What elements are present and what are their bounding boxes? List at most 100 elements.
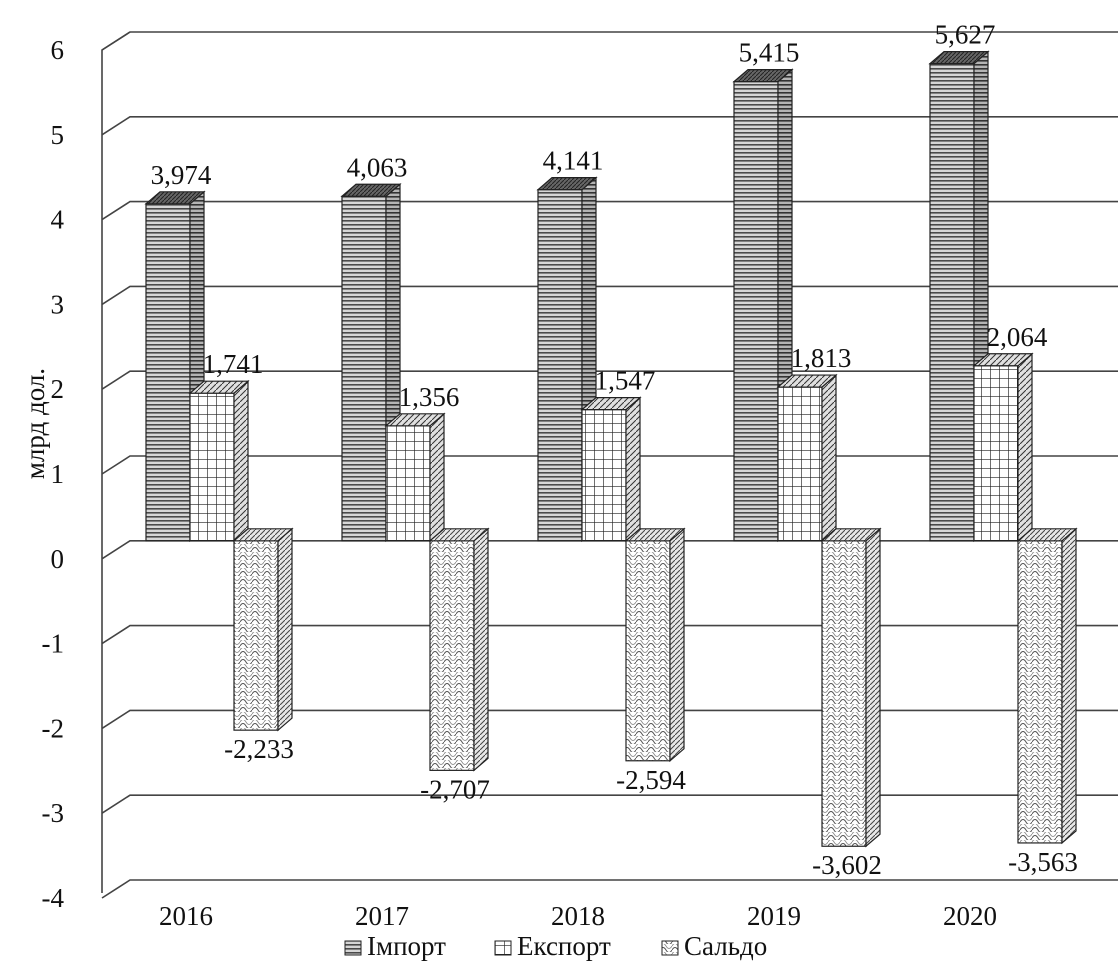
bar-export-2017 [384,412,446,543]
bar-front-balance-2018 [625,540,671,762]
y-tick-label: 2 [51,374,65,404]
bar-balance-2016 [232,527,294,732]
bar-top-balance-2016 [232,528,294,542]
x-tick-label: 2020 [943,901,997,931]
data-label-export-2016: 1,741 [203,349,264,379]
gridline [101,624,1118,645]
x-tick-label: 2017 [355,901,409,931]
bar-front-export-2017 [385,425,431,542]
bar-side-balance-2019 [865,527,881,848]
bar-top-balance-2017 [428,528,490,542]
y-axis-label: млрд дол. [20,368,50,479]
gridline [101,794,1118,814]
bar-top-export-2019 [776,374,838,388]
y-tick-label: 0 [51,544,65,574]
y-tick-label: -4 [42,883,65,913]
bar-front-import-2018 [537,189,583,542]
bars [144,50,1078,848]
bar-top-import-2018 [536,177,598,191]
legend-label: Експорт [517,931,611,961]
bar-export-2020 [972,352,1034,543]
bar-side-balance-2016 [277,527,293,732]
bar-balance-2017 [428,527,490,772]
grid-swatch-icon [494,940,512,956]
legend-item: Експорт [494,931,611,961]
bar-top-export-2018 [580,397,642,411]
bar-side-export-2019 [821,373,837,543]
axes: 6 5 4 3 2 1 0 -1 -2 -3 -4 млрд дол. 2016 2017 2018 2019… [20,31,997,931]
bar-top-import-2019 [732,69,794,83]
bar-top-export-2017 [384,413,446,427]
data-label-balance-2018: -2,594 [616,765,686,795]
left-wall-edge [101,31,131,893]
data-label-export-2018: 1,547 [595,366,656,396]
bar-top-export-2016 [188,380,250,394]
bar-front-export-2019 [777,386,823,542]
y-tick-label: 5 [51,120,65,150]
bar-export-2018 [580,396,642,543]
bar-side-balance-2017 [473,527,489,772]
bar-front-import-2016 [145,203,191,542]
wave-swatch-icon [661,940,679,956]
y-tick-label: 4 [51,205,65,235]
data-label-export-2020: 2,064 [987,322,1048,352]
data-label-balance-2017: -2,707 [420,774,490,804]
bar-top-balance-2018 [624,528,686,542]
legend-label: Сальдо [684,931,767,961]
bar-balance-2020 [1016,527,1078,845]
bar-front-import-2020 [929,63,975,542]
bar-side-export-2020 [1017,352,1033,543]
data-label-import-2020: 5,627 [935,20,996,50]
bar-side-balance-2020 [1061,527,1077,845]
bar-front-balance-2020 [1017,540,1063,844]
horizontal-lines-swatch-icon [344,940,362,956]
bar-front-import-2017 [341,195,387,542]
bar-balance-2019 [820,527,882,848]
data-label-balance-2019: -3,602 [812,850,882,880]
y-tick-label: 1 [51,459,65,489]
y-tick-label: -1 [42,629,65,659]
bar-top-import-2017 [340,183,402,197]
data-label-import-2016: 3,974 [151,160,212,190]
bar-front-import-2019 [733,81,779,542]
data-label-import-2017: 4,063 [347,152,408,182]
data-label-balance-2016: -2,233 [224,734,294,764]
legend-item: Сальдо [661,931,767,961]
bar-top-balance-2019 [820,528,882,542]
bar-side-export-2017 [429,412,445,543]
data-label-export-2019: 1,813 [791,343,852,373]
bar-side-export-2016 [233,379,249,543]
bar-front-export-2018 [581,409,627,542]
bar-top-export-2020 [972,353,1034,367]
gridline [101,879,1118,899]
x-tick-label: 2019 [747,901,801,931]
gridlines [101,31,1118,899]
data-label-import-2019: 5,415 [739,38,800,68]
bar-export-2019 [776,373,838,543]
bar-front-export-2020 [973,365,1019,542]
y-tick-label: -2 [42,713,65,743]
bar-side-balance-2018 [669,527,685,763]
y-tick-label: -3 [42,798,65,828]
bar-top-balance-2020 [1016,528,1078,542]
y-tick-label: 6 [51,35,65,65]
bar-top-import-2020 [928,51,990,65]
data-labels: 3,974 1,741 -2,233 4,063 1,356 -2,707 4,141 1,5… [151,20,1078,881]
bar-export-2016 [188,379,250,543]
gridline [101,709,1118,730]
legend-label: Імпорт [367,931,446,961]
bar-front-export-2016 [189,392,235,542]
legend-item: Імпорт [344,931,446,961]
bar-front-balance-2016 [233,540,279,731]
x-tick-label: 2018 [551,901,605,931]
bar-top-import-2016 [144,191,206,205]
x-tick-label: 2016 [159,901,213,931]
bar-front-balance-2019 [821,540,867,847]
data-label-import-2018: 4,141 [543,146,604,176]
y-tick-label: 3 [51,289,65,319]
bar-front-balance-2017 [429,540,475,771]
bar-side-export-2018 [625,396,641,543]
data-label-balance-2020: -3,563 [1008,847,1078,877]
